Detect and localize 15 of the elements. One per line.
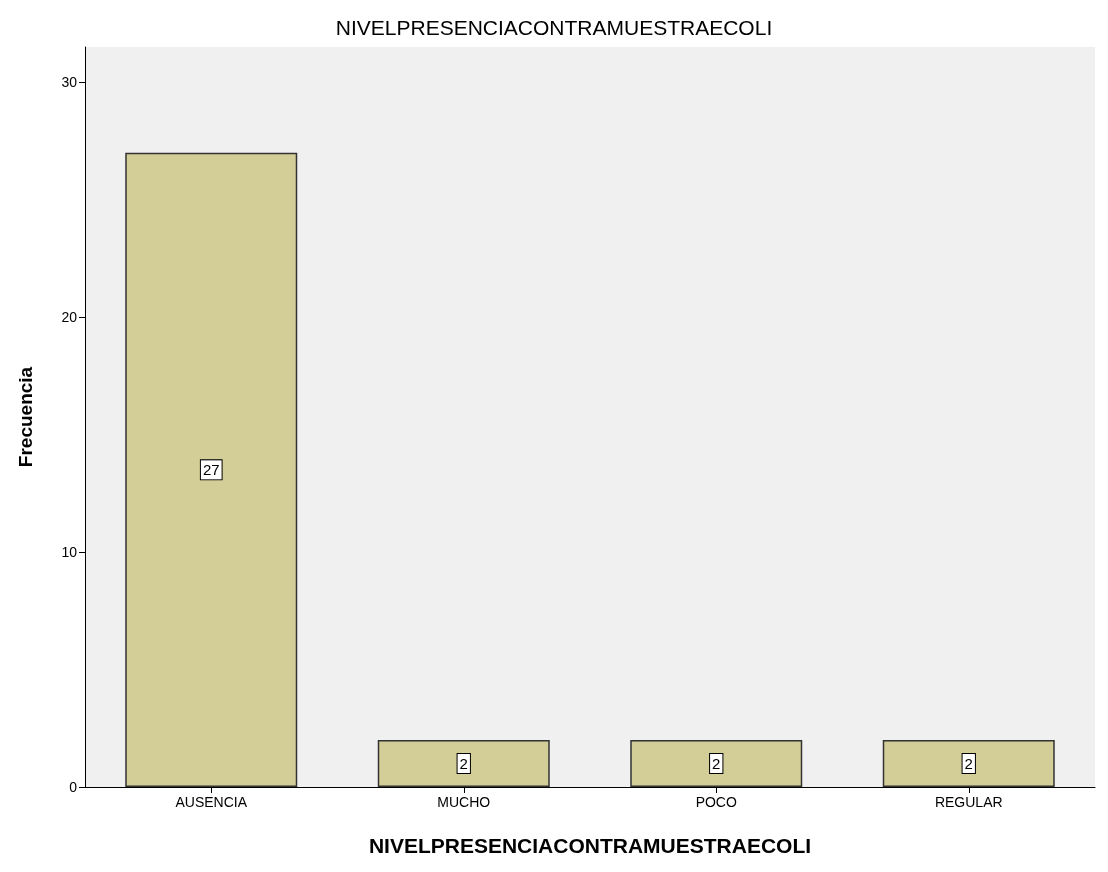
y-axis-title: Frecuencia [15,366,36,468]
x-tick-label: AUSENCIA [175,794,248,810]
data-label: 27 [202,461,220,479]
y-tick-label: 20 [61,309,78,326]
y-tick-label: 30 [61,74,78,91]
x-tick-label: MUCHO [437,794,491,810]
data-label: 2 [459,755,468,773]
x-axis-title: NIVELPRESENCIACONTRAMUESTRAECOLI [368,834,812,857]
chart-title: NIVELPRESENCIACONTRAMUESTRAECOLI [335,16,773,39]
x-tick-label: REGULAR [934,794,1003,810]
x-tick-label: POCO [695,794,737,810]
y-tick-label: 0 [69,779,78,795]
data-label: 2 [964,755,973,773]
y-tick-label: 10 [61,544,78,561]
data-label: 2 [712,755,721,773]
